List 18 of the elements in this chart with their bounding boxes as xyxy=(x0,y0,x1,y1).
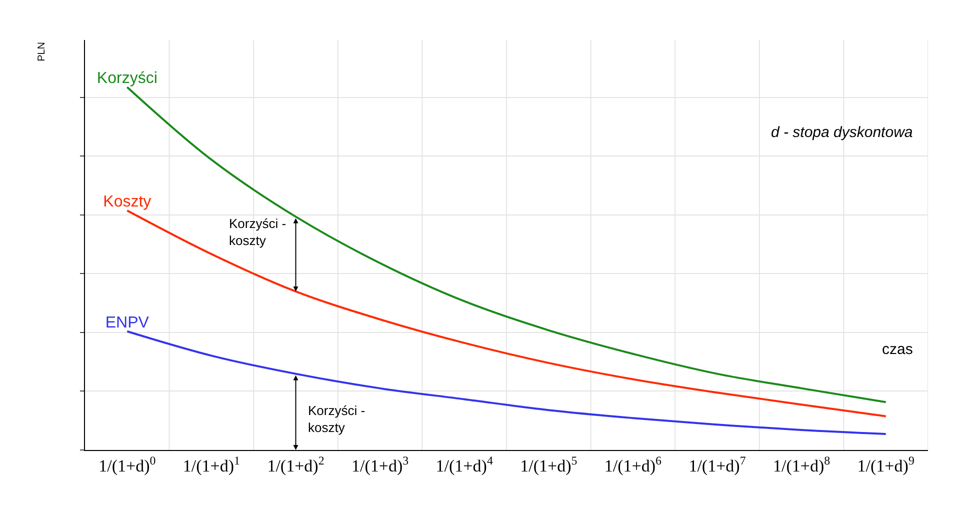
annotation: czas xyxy=(882,341,913,358)
x-tick-label: 1/(1+d)$^{5}$ xyxy=(520,453,578,476)
x-tick-label: 1/(1+d)$^{0}$ xyxy=(98,453,156,476)
x-tick-label: 1/(1+d)$^{4}$ xyxy=(436,453,493,476)
annotation: Korzyści - koszty xyxy=(229,216,286,248)
x-tick-label: 1/(1+d)$^{9}$ xyxy=(857,453,914,476)
annotation: Korzyści - koszty xyxy=(308,403,366,435)
x-tick-label: 1/(1+d)$^{1}$ xyxy=(182,453,240,476)
annotation: d - stopa dyskontowa xyxy=(771,124,913,141)
x-tick-label: 1/(1+d)$^{2}$ xyxy=(267,453,324,476)
y-axis-title: PLN xyxy=(36,42,48,62)
series-label: Koszty xyxy=(103,194,152,211)
x-tick-label: 1/(1+d)$^{7}$ xyxy=(688,453,746,476)
x-tick-label: 1/(1+d)$^{3}$ xyxy=(352,453,409,476)
series-label: ENPV xyxy=(105,314,150,332)
x-tick-label: 1/(1+d)$^{6}$ xyxy=(604,453,662,476)
series-label: Korzyści xyxy=(96,70,158,88)
x-tick-label: 1/(1+d)$^{8}$ xyxy=(773,453,830,476)
